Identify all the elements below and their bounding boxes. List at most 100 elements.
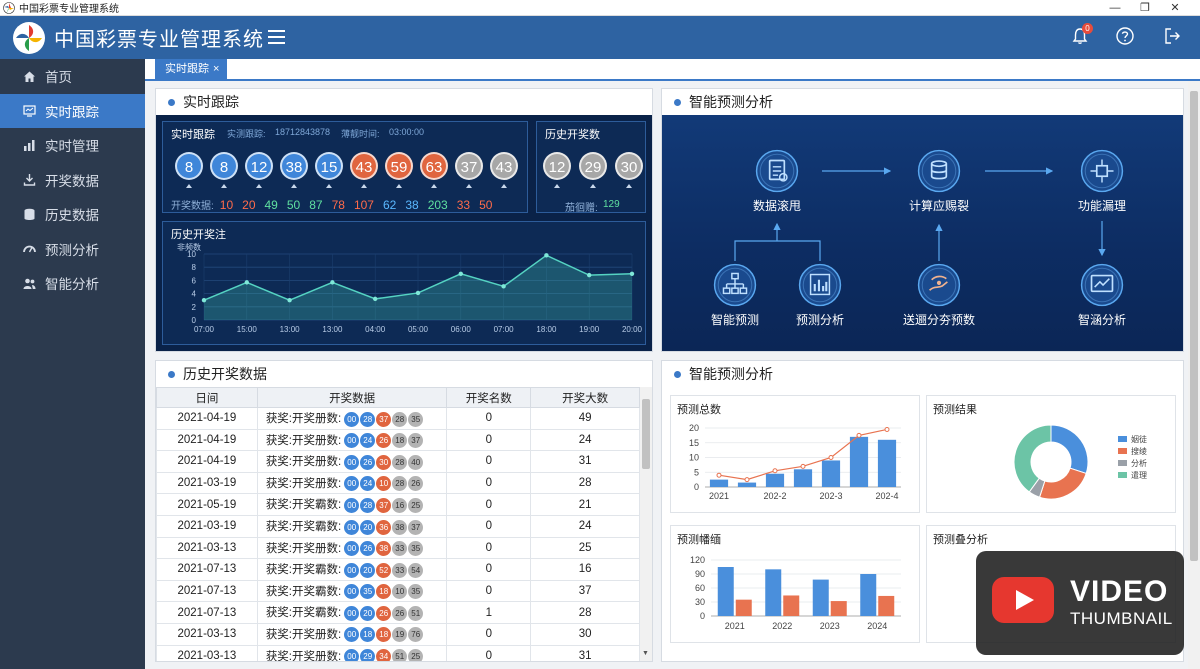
small-ball: 35 — [408, 411, 424, 427]
history-data-panel: 历史开奖数据 日间 开奖数据 开奖名数 开奖大数 2021-04-19 获奖:开奖册数:… — [155, 360, 653, 662]
table-row[interactable]: 2021-07-13 获奖:开奖霸数: 00 35 18 10 35 0 37 — [156, 579, 640, 603]
page-scrollbar[interactable] — [1188, 81, 1200, 669]
trend-ylabel: 非频数 — [177, 242, 201, 252]
date-cell: 2021-04-19 — [156, 428, 258, 452]
bar — [793, 469, 813, 487]
small-ball: 00 — [344, 519, 360, 535]
table-row[interactable]: 2021-03-19 获奖:开奖册数: 00 24 10 28 26 0 28 — [156, 471, 640, 495]
table-scroll-thumb[interactable] — [642, 399, 650, 469]
y-tick-label: 0 — [694, 482, 699, 492]
x-tick-label: 15:00 — [237, 325, 258, 334]
flow-node-db-icon — [917, 149, 961, 193]
x-tick-label: 20:00 — [622, 325, 643, 334]
table-header-cell[interactable]: 开奖名数 — [446, 387, 532, 408]
sidebar-item-history-data[interactable]: 历史数据 — [0, 197, 145, 232]
y-tick-label: 2 — [192, 303, 197, 312]
draw-prefix: 获奖:开奖册数: — [265, 542, 342, 555]
sidebar-item-smart-analysis[interactable]: 智能分析 — [0, 266, 145, 301]
table-row[interactable]: 2021-04-19 获奖:开奖册数: 00 28 37 28 35 0 49 — [156, 407, 640, 430]
flow-node-label: 智能预测 — [710, 313, 759, 327]
small-ball: 00 — [344, 541, 360, 557]
small-ball: 30 — [376, 454, 392, 470]
small-ball: 20 — [360, 605, 376, 621]
small-ball: 37 — [376, 411, 392, 427]
draw-number: 20 — [242, 198, 256, 212]
trend-point — [544, 253, 549, 258]
small-ball: 10 — [376, 476, 392, 492]
minimize-button[interactable]: — — [1109, 2, 1121, 14]
sidebar-item-live-management[interactable]: 实时管理 — [0, 128, 145, 163]
lottery-ball: 37 — [455, 152, 483, 180]
table-row[interactable]: 2021-03-13 获奖:开奖册数: 00 29 34 51 25 0 31 — [156, 644, 640, 661]
scroll-down-icon[interactable]: ▼ — [642, 650, 649, 657]
sidebar-item-draw-data[interactable]: 开奖数据 — [0, 163, 145, 198]
big-count-cell: 16 — [530, 558, 640, 581]
restore-button[interactable]: ❐ — [1140, 2, 1150, 14]
tab-close-icon[interactable]: × — [213, 63, 220, 75]
table-row[interactable]: 2021-07-13 获奖:开奖霸数: 00 20 52 33 54 0 16 — [156, 558, 640, 581]
lottery-ball: 43 — [490, 152, 518, 180]
window-title: 中国彩票专业管理系统 — [19, 4, 119, 15]
table-row[interactable]: 2021-07-13 获奖:开奖霸数: 00 20 26 26 51 1 28 — [156, 601, 640, 624]
small-ball: 00 — [344, 411, 360, 427]
history-draw-box: 历史开奖数 12 29 30 茄徊赠: 129 — [536, 121, 646, 214]
table-row[interactable]: 2021-04-19 获奖:开奖册数: 00 26 30 28 40 0 31 — [156, 450, 640, 473]
sidebar-item-live-tracking[interactable]: 实时跟踪 — [0, 93, 145, 128]
legend-swatch — [1118, 472, 1127, 478]
sidebar-item-label: 历史数据 — [45, 208, 99, 224]
panel-dot-icon — [674, 98, 681, 106]
table-row[interactable]: 2021-03-13 获奖:开奖册数: 00 18 18 19 76 0 30 — [156, 622, 640, 646]
table-scrollbar[interactable]: ▼ — [640, 387, 652, 661]
logout-icon[interactable] — [1162, 26, 1184, 48]
close-window-button[interactable]: ✕ — [1170, 2, 1180, 14]
panel-title: 历史开奖数据 — [183, 366, 267, 382]
tab-live-tracking[interactable]: 实时跟踪 × — [155, 59, 228, 79]
y-tick-label: 90 — [695, 569, 705, 579]
page-scroll-thumb[interactable] — [1190, 91, 1198, 561]
count-cell: 0 — [446, 407, 532, 430]
date-cell: 2021-03-13 — [156, 622, 258, 646]
video-thumbnail-overlay[interactable]: VIDEO THUMBNAIL — [976, 551, 1184, 655]
sidebar-item-home[interactable]: 首页 — [0, 59, 145, 94]
card-title: 预测叠分析 — [933, 534, 988, 546]
y-tick-label: 20 — [689, 423, 699, 433]
draw-numbers: 10 20 49 50 87 78 107 62 38 203 33 50 — [220, 198, 502, 212]
draw-cell: 获奖:开奖霸数: 00 20 36 38 37 — [256, 514, 448, 538]
draw-prefix: 获奖:开奖霸数: — [265, 607, 342, 620]
menu-toggle-button[interactable] — [268, 26, 290, 48]
small-ball: 24 — [360, 476, 376, 492]
small-ball: 33 — [392, 541, 408, 557]
sidebar-item-prediction[interactable]: 预测分析 — [0, 232, 145, 267]
help-icon[interactable] — [1115, 26, 1137, 48]
small-ball: 18 — [376, 584, 392, 600]
panel-dot-icon — [674, 370, 681, 378]
small-ball: 37 — [376, 497, 392, 513]
table-row[interactable]: 2021-03-13 获奖:开奖册数: 00 26 38 33 35 0 25 — [156, 536, 640, 560]
table-row[interactable]: 2021-05-19 获奖:开奖霸数: 00 28 37 16 25 0 21 — [156, 493, 640, 516]
play-button-icon[interactable] — [992, 577, 1062, 629]
ball-marker-icon — [396, 184, 402, 188]
table-header-cell[interactable]: 开奖大数 — [530, 387, 640, 408]
live-time-label: 薄靓时间: — [341, 129, 380, 139]
draw-number: 78 — [331, 198, 345, 212]
draw-prefix: 获奖:开奖霸数: — [265, 499, 342, 512]
date-cell: 2021-03-19 — [156, 514, 258, 538]
count-cell: 0 — [446, 644, 532, 661]
table-header-cell[interactable]: 开奖数据 — [256, 387, 448, 408]
table-row[interactable]: 2021-04-19 获奖:开奖册数: 00 24 26 18 37 0 24 — [156, 428, 640, 452]
ball-marker-icon — [626, 184, 632, 188]
table-row[interactable]: 2021-03-19 获奖:开奖霸数: 00 20 36 38 37 0 24 — [156, 514, 640, 538]
notification-bell-icon[interactable]: 0 — [1070, 23, 1093, 48]
legend-label: 搜绫 — [1131, 446, 1147, 456]
small-ball: 24 — [360, 433, 376, 449]
live-time-value: 03:00:00 — [389, 127, 425, 137]
date-cell: 2021-04-19 — [156, 450, 258, 473]
table-header-cell[interactable]: 日间 — [156, 387, 258, 408]
small-ball: 33 — [392, 562, 408, 578]
x-tick-label: 202-2 — [763, 491, 786, 501]
sidebar-item-label: 首页 — [45, 70, 72, 86]
small-ball: 26 — [360, 454, 376, 470]
small-ball: 00 — [344, 605, 360, 621]
lottery-logo-icon — [13, 21, 45, 54]
